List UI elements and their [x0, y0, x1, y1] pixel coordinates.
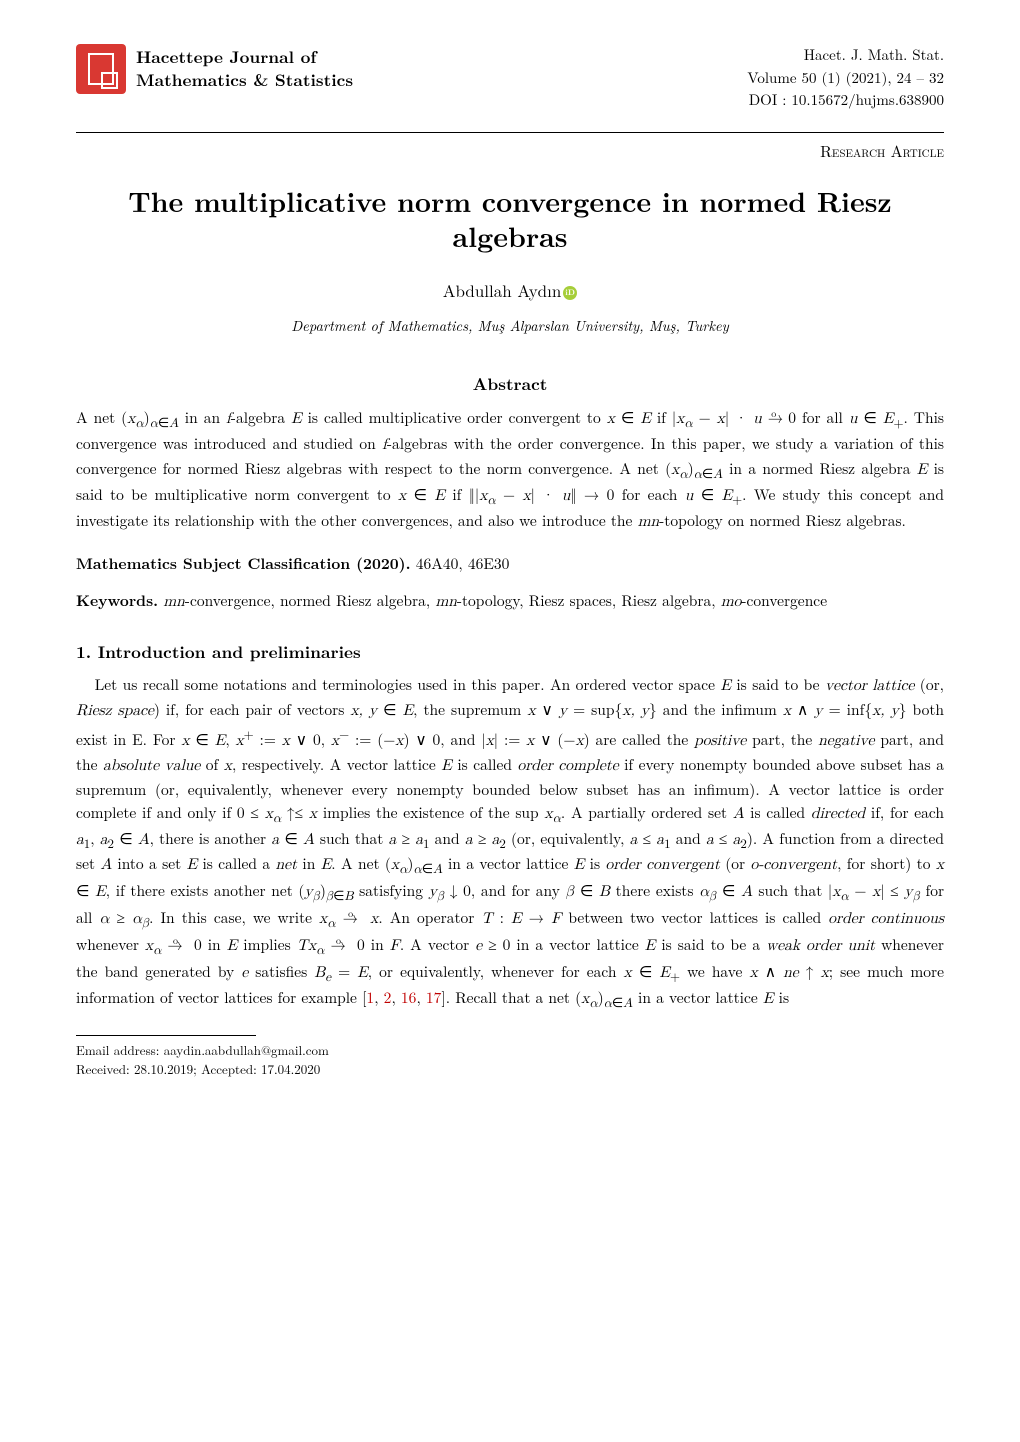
journal-line1: Hacettepe Journal of: [136, 46, 353, 69]
footer-block: Email address: aaydin.aabdullah@gmail.co…: [76, 1040, 944, 1079]
kw-label: Keywords.: [76, 588, 158, 611]
header-right: Hacet. J. Math. Stat. Volume 50 (1) (202…: [747, 44, 944, 112]
page-header: Hacettepe Journal of Mathematics & Stati…: [76, 44, 944, 112]
abstract-body: A net (xα)α∈A in an f-algebra E is calle…: [76, 406, 944, 536]
author-name: Abdullah Aydın: [76, 278, 944, 302]
volume-pages: Volume 50 (1) (2021), 24 – 32: [747, 67, 944, 90]
ref-link[interactable]: 17: [426, 987, 442, 1008]
footer-dates: Received: 28.10.2019; Accepted: 17.04.20…: [76, 1059, 944, 1079]
header-divider: [76, 132, 944, 133]
journal-name-block: Hacettepe Journal of Mathematics & Stati…: [136, 46, 353, 92]
footer-email: Email address: aaydin.aabdullah@gmail.co…: [76, 1040, 944, 1060]
article-type: Research Article: [76, 139, 944, 162]
msc-line: Mathematics Subject Classification (2020…: [76, 551, 944, 574]
ref-link[interactable]: 1: [366, 987, 374, 1008]
journal-abbrev: Hacet. J. Math. Stat.: [747, 44, 944, 67]
section-1-heading: 1. Introduction and preliminaries: [76, 640, 944, 664]
section-1-body: Let us recall some notations and termino…: [76, 674, 944, 1013]
abstract-heading: Abstract: [76, 372, 944, 396]
author-affiliation: Department of Mathematics, Muş Alparslan…: [76, 316, 944, 336]
kw-value: mn-convergence, normed Riesz algebra, mn…: [163, 590, 827, 611]
doi-line: DOI : 10.15672/hujms.638900: [747, 89, 944, 112]
header-left: Hacettepe Journal of Mathematics & Stati…: [76, 44, 353, 94]
footnote-rule: [76, 1035, 256, 1036]
journal-logo-icon: [76, 44, 126, 94]
msc-label: Mathematics Subject Classification (2020…: [76, 551, 411, 574]
msc-value: 46A40, 46E30: [411, 553, 510, 574]
ref-link[interactable]: 2: [384, 987, 392, 1008]
journal-line2: Mathematics & Statistics: [136, 69, 353, 92]
keywords-line: Keywords. mn-convergence, normed Riesz a…: [76, 588, 944, 614]
paper-title: The multiplicative norm convergence in n…: [76, 184, 944, 254]
orcid-icon[interactable]: [563, 286, 577, 300]
ref-link[interactable]: 16: [401, 987, 417, 1008]
